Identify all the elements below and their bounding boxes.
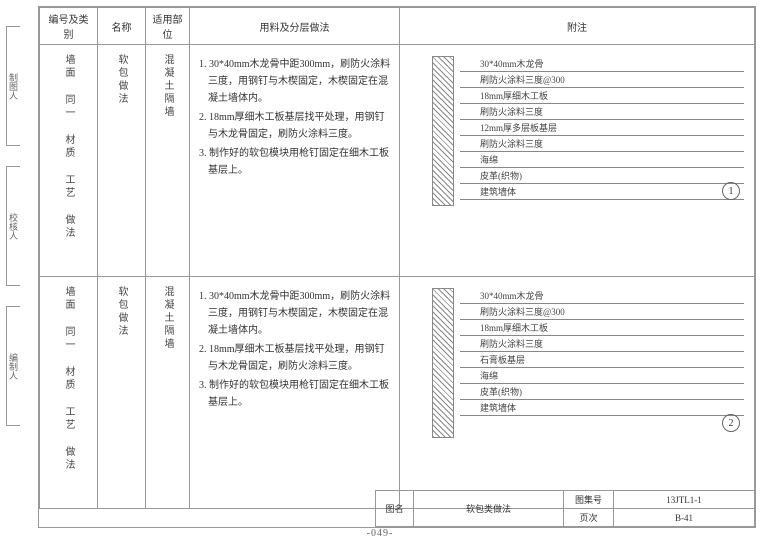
side-tab: 制图人 [6,26,20,146]
tb-pageno: B-41 [614,509,755,527]
step-item: 3. 制作好的软包模块用枪钉固定在细木工板基层上。 [208,145,391,179]
row-name: 软包做法 [114,54,129,106]
title-block: 图名 软包类做法 图集号 13JTL1-1 页次 B-41 [375,493,755,527]
leader-line: 刷防火涂料三度@300 [460,304,744,320]
step-item: 2. 18mm厚细木工板基层找平处理，用钢钉与木龙骨固定，刷防火涂料三度。 [208,109,391,143]
leader-list: 30*40mm木龙骨刷防火涂料三度@30018mm厚细木工板刷防火涂料三度12m… [460,56,744,200]
leader-line: 18mm厚细木工板 [460,320,744,336]
step-item: 1. 30*40mm木龙骨中距300mm，刷防火涂料三度，用钢钉与木楔固定，木楔… [208,288,391,339]
leader-line: 30*40mm木龙骨 [460,288,744,304]
row-place: 混凝土隔墙 [160,54,175,119]
row-name: 软包做法 [114,286,129,338]
table-row: 墙面 同一 材质 工艺 做法 软包做法 混凝土隔墙 1. 30*40mm木龙骨中… [40,277,755,509]
drawing-sheet: 编号及类别 名称 适用部位 用料及分层做法 附注 墙面 同一 材质 工艺 做法 … [38,6,756,528]
tb-label: 图名 [376,491,414,527]
leader-line: 皮革(织物) [460,168,744,184]
header-note: 附注 [400,8,755,45]
leader-line: 18mm厚细木工板 [460,88,744,104]
step-item: 1. 30*40mm木龙骨中距300mm，刷防火涂料三度，用钢钉与木楔固定，木楔… [208,56,391,107]
leader-line: 刷防火涂料三度 [460,336,744,352]
table-row: 墙面 同一 材质 工艺 做法 软包做法 混凝土隔墙 1. 30*40mm木龙骨中… [40,45,755,277]
row-category: 墙面 同一 材质 工艺 做法 [61,286,76,472]
tb-setno: 13JTL1-1 [614,491,755,509]
leader-line: 皮革(织物) [460,384,744,400]
row-appendix: 30*40mm木龙骨刷防火涂料三度@30018mm厚细木工板刷防火涂料三度石膏板… [404,280,750,438]
leader-line: 12mm厚多层板基层 [460,120,744,136]
row-steps: 1. 30*40mm木龙骨中距300mm，刷防火涂料三度，用钢钉与木楔固定，木楔… [194,280,395,421]
main-table: 编号及类别 名称 适用部位 用料及分层做法 附注 墙面 同一 材质 工艺 做法 … [39,7,755,509]
leader-line: 海绵 [460,152,744,168]
detail-circle: 2 [722,414,740,432]
header-place: 适用部位 [146,8,190,45]
detail-circle: 1 [722,182,740,200]
side-tab: 编制人 [6,306,20,426]
row-category: 墙面 同一 材质 工艺 做法 [61,54,76,240]
page-number: -049- [367,528,394,539]
header-code: 编号及类别 [40,8,98,45]
leader-line: 刷防火涂料三度 [460,136,744,152]
header-method: 用料及分层做法 [190,8,400,45]
header-name: 名称 [98,8,146,45]
tb-label: 图集号 [564,491,614,509]
step-item: 3. 制作好的软包模块用枪钉固定在细木工板基层上。 [208,377,391,411]
leader-line: 30*40mm木龙骨 [460,56,744,72]
leader-line: 刷防火涂料三度 [460,104,744,120]
tb-title: 软包类做法 [414,491,564,527]
step-item: 2. 18mm厚细木工板基层找平处理，用钢钉与木龙骨固定，刷防火涂料三度。 [208,341,391,375]
leader-line: 石膏板基层 [460,352,744,368]
leader-list: 30*40mm木龙骨刷防火涂料三度@30018mm厚细木工板刷防火涂料三度石膏板… [460,288,744,416]
tb-label: 页次 [564,509,614,527]
wall-hatch [432,288,454,438]
leader-line: 建筑墙体 [460,400,744,416]
wall-hatch [432,56,454,206]
side-tab: 校核人 [6,166,20,286]
row-place: 混凝土隔墙 [160,286,175,351]
row-steps: 1. 30*40mm木龙骨中距300mm，刷防火涂料三度，用钢钉与木楔固定，木楔… [194,48,395,189]
leader-line: 海绵 [460,368,744,384]
leader-line: 建筑墙体 [460,184,744,200]
leader-line: 刷防火涂料三度@300 [460,72,744,88]
row-appendix: 30*40mm木龙骨刷防火涂料三度@30018mm厚细木工板刷防火涂料三度12m… [404,48,750,206]
